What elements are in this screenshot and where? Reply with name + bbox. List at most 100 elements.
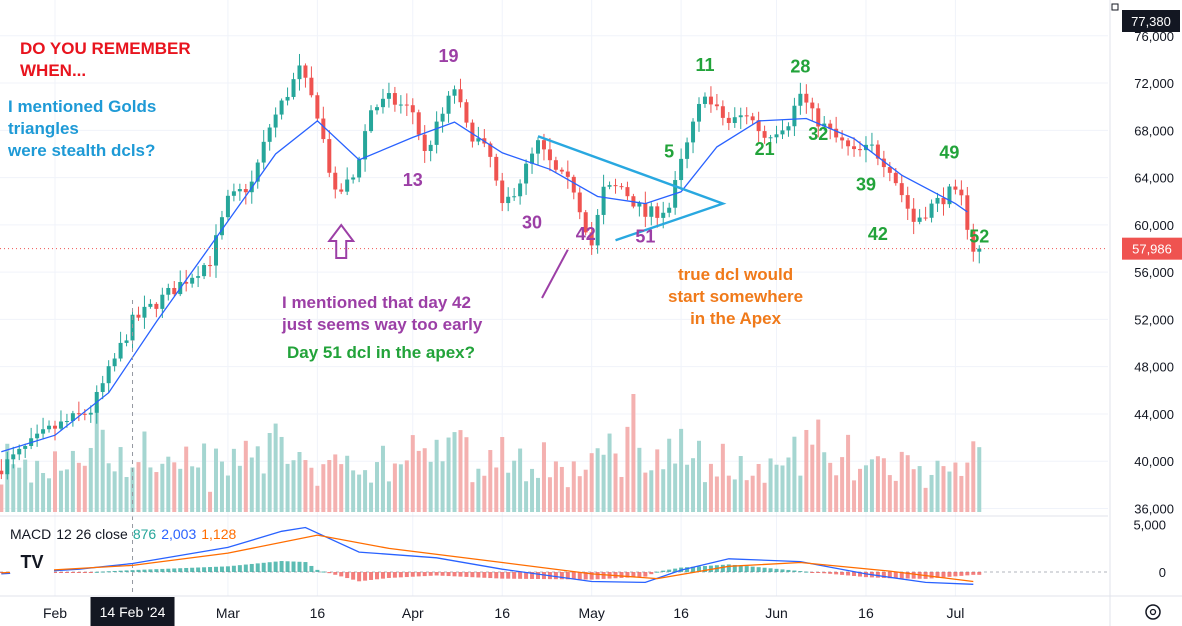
macd-tick-label: 5,000 bbox=[1133, 518, 1166, 533]
macd-histogram-bar bbox=[142, 569, 147, 572]
macd-histogram-bar bbox=[744, 566, 749, 572]
volume-bar bbox=[29, 482, 34, 512]
macd-histogram-bar bbox=[631, 572, 636, 578]
volume-bar bbox=[267, 432, 272, 512]
time-tick-label: Apr bbox=[402, 605, 424, 621]
macd-histogram-bar bbox=[64, 572, 69, 573]
volume-bar bbox=[804, 429, 809, 512]
candle-body bbox=[965, 195, 970, 230]
time-tick-label: 16 bbox=[494, 605, 510, 621]
volume-bar bbox=[446, 437, 451, 512]
volume-bar bbox=[893, 480, 898, 512]
macd-histogram-bar bbox=[58, 572, 63, 573]
macd-histogram-bar bbox=[333, 572, 338, 575]
candle-body bbox=[470, 122, 475, 142]
candle-body bbox=[935, 197, 940, 204]
candle-body bbox=[923, 217, 928, 219]
macd-histogram-bar bbox=[506, 572, 511, 579]
volume-bar bbox=[339, 464, 344, 512]
macd-histogram-bar bbox=[291, 561, 296, 572]
macd-histogram-bar bbox=[792, 570, 797, 572]
candle-body bbox=[506, 196, 511, 204]
candle-body bbox=[774, 134, 779, 138]
candle-body bbox=[88, 412, 93, 415]
candle-body bbox=[917, 217, 922, 222]
time-tick-label: 16 bbox=[673, 605, 689, 621]
volume-bar bbox=[154, 472, 159, 512]
macd-histogram-bar bbox=[518, 572, 523, 579]
volume-bar bbox=[589, 453, 594, 512]
volume-bar bbox=[595, 448, 600, 512]
blue-line-2: triangles bbox=[8, 119, 79, 139]
macd-histogram-bar bbox=[440, 572, 445, 576]
count-label: 39 bbox=[856, 175, 876, 195]
volume-bar bbox=[327, 460, 332, 512]
blue-line-3: were stealth dcls? bbox=[8, 141, 156, 161]
volume-bar bbox=[464, 437, 469, 512]
macd-histogram-bar bbox=[732, 564, 737, 572]
macd-histogram-bar bbox=[852, 572, 857, 577]
candle-body bbox=[11, 454, 16, 460]
candle-body bbox=[190, 277, 195, 284]
macd-histogram-bar bbox=[935, 572, 940, 578]
macd-histogram-bar bbox=[279, 561, 284, 572]
volume-bar bbox=[112, 471, 117, 512]
candle-body bbox=[708, 96, 713, 105]
macd-histogram-bar bbox=[94, 571, 99, 573]
volume-bar bbox=[219, 461, 224, 512]
count-label: 5 bbox=[664, 142, 674, 162]
macd-histogram-bar bbox=[565, 572, 570, 580]
candle-body bbox=[291, 79, 296, 97]
candle-body bbox=[971, 229, 976, 252]
macd-histogram-bar bbox=[762, 567, 767, 572]
macd-histogram-bar bbox=[553, 572, 558, 580]
macd-histogram-bar bbox=[893, 572, 898, 579]
candle-body bbox=[530, 153, 535, 164]
candle-body bbox=[321, 118, 326, 140]
volume-bar bbox=[780, 465, 785, 512]
volume-bar bbox=[249, 457, 254, 512]
volume-bar bbox=[398, 464, 403, 512]
volume-bar bbox=[172, 462, 177, 512]
volume-bar bbox=[416, 450, 421, 512]
volume-bar bbox=[70, 450, 75, 512]
blue-line-1: I mentioned Golds bbox=[8, 97, 157, 116]
macd-histogram-bar bbox=[225, 566, 230, 572]
volume-bar bbox=[136, 462, 141, 512]
macd-histogram-bar bbox=[530, 572, 535, 579]
macd-histogram-bar bbox=[124, 570, 129, 572]
volume-bar bbox=[887, 475, 892, 512]
volume-bar bbox=[106, 463, 111, 512]
macd-histogram-bar bbox=[911, 572, 916, 579]
volume-bar bbox=[929, 474, 934, 512]
volume-bar bbox=[941, 466, 946, 512]
volume-bar bbox=[279, 436, 284, 512]
macd-histogram-bar bbox=[273, 561, 278, 572]
volume-bar bbox=[255, 446, 260, 512]
macd-histogram-bar bbox=[392, 572, 397, 578]
candle-body bbox=[23, 446, 28, 449]
candle-body bbox=[601, 186, 606, 215]
header-line-2: WHEN... bbox=[20, 61, 87, 81]
macd-histogram-bar bbox=[219, 566, 224, 572]
volume-bar bbox=[524, 481, 529, 512]
candle-body bbox=[893, 172, 898, 184]
price-tick-label: 68,000 bbox=[1134, 123, 1174, 138]
candle-body bbox=[76, 413, 81, 415]
candle-body bbox=[619, 186, 624, 188]
volume-bar bbox=[702, 482, 707, 512]
candle-body bbox=[380, 98, 385, 108]
candle-body bbox=[762, 131, 767, 138]
macd-histogram-bar bbox=[929, 572, 934, 579]
tradingview-logo: TV bbox=[20, 552, 43, 572]
volume-bar bbox=[714, 476, 719, 512]
candle-body bbox=[858, 149, 863, 151]
volume-bar bbox=[637, 447, 642, 512]
macd-histogram-bar bbox=[70, 572, 75, 573]
macd-histogram-bar bbox=[488, 572, 493, 579]
macd-histogram-bar bbox=[649, 572, 654, 575]
count-label: 30 bbox=[522, 212, 542, 232]
volume-bar bbox=[947, 471, 952, 512]
candle-body bbox=[440, 113, 445, 122]
